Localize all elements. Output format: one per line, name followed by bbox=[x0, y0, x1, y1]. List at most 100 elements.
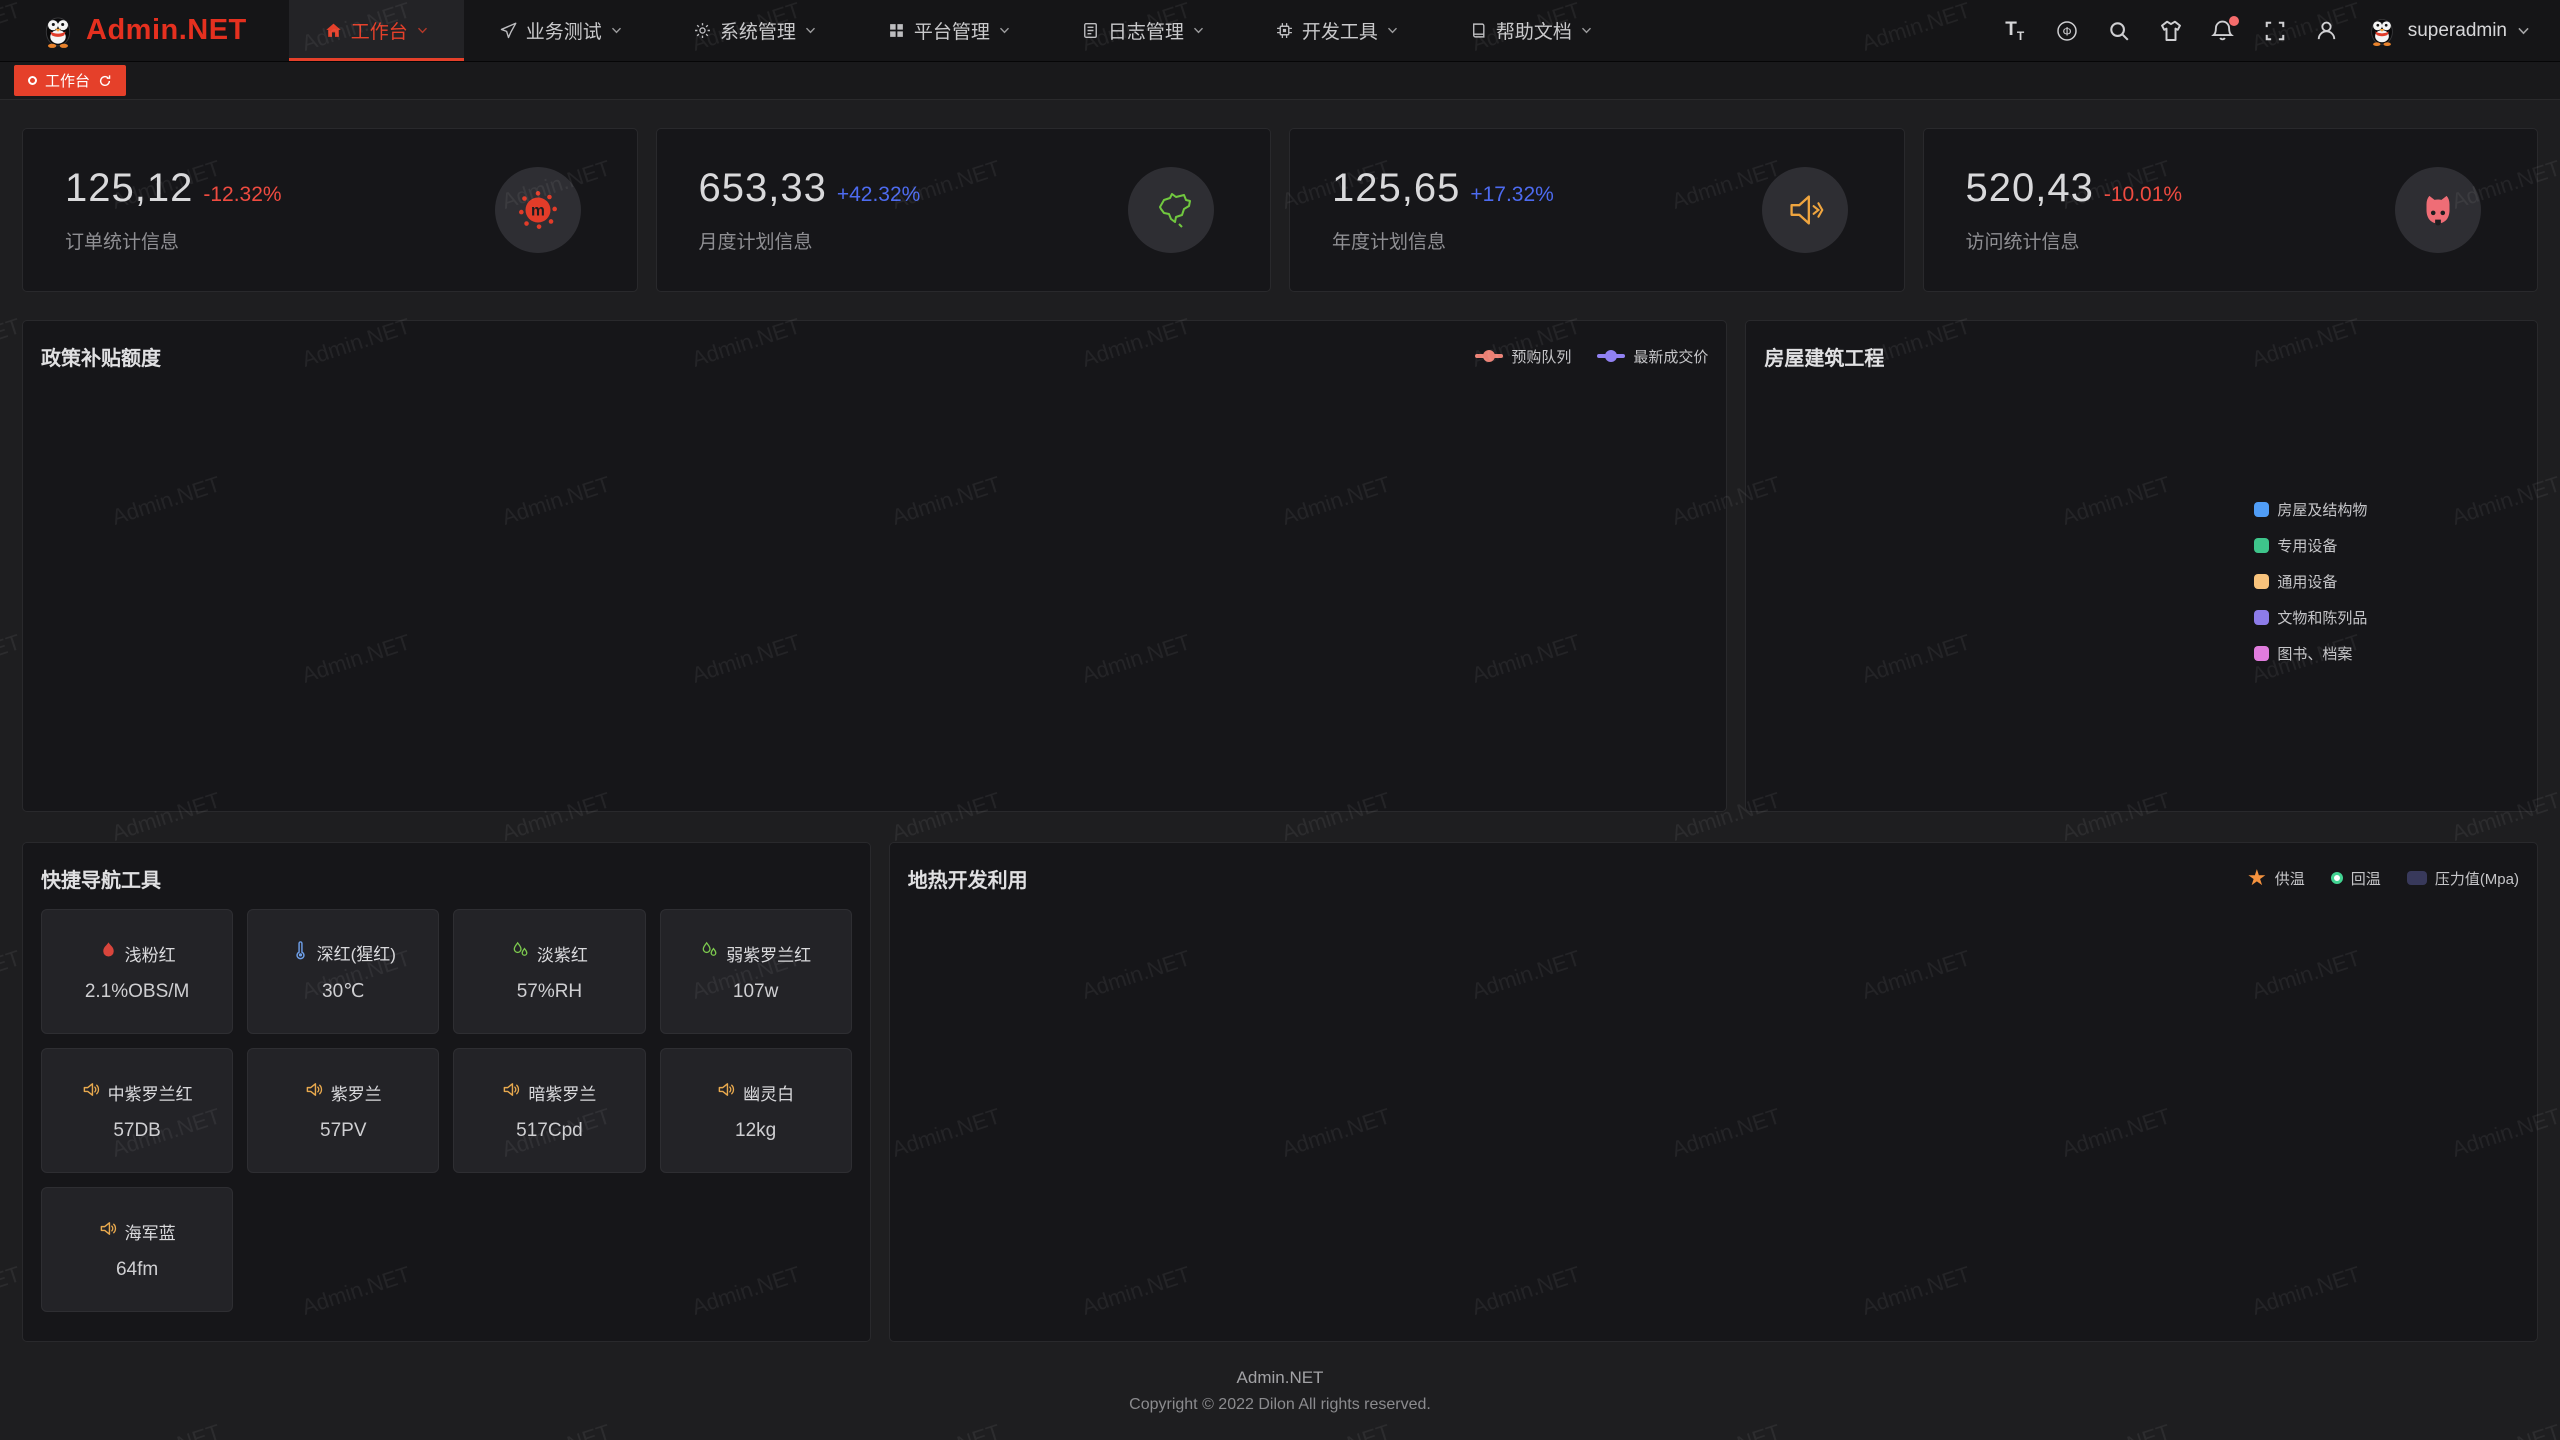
user-menu[interactable]: superadmin bbox=[2366, 15, 2530, 47]
legend-item-special-equipment[interactable]: 专用设备 bbox=[2254, 535, 2367, 556]
search-icon[interactable] bbox=[2106, 18, 2132, 44]
chevron-down-icon bbox=[999, 27, 1010, 34]
speaker-icon bbox=[99, 1219, 118, 1243]
gear-icon bbox=[694, 22, 711, 39]
logo-penguin-icon bbox=[45, 17, 71, 48]
menu-item-help-docs[interactable]: 帮助文档 bbox=[1434, 0, 1628, 61]
thermometer-icon bbox=[291, 940, 310, 965]
quick-nav-grid: 浅粉红 2.1%OBS/M 深红(猩红) 30℃ 淡紫红 57%RH 弱紫罗兰红… bbox=[41, 909, 852, 1312]
quick-nav-violet[interactable]: 紫罗兰 57PV bbox=[247, 1048, 440, 1173]
panel-title: 政策补贴额度 bbox=[41, 347, 161, 370]
speaker-icon bbox=[502, 1080, 521, 1104]
chevron-down-icon bbox=[1193, 27, 1204, 34]
language-icon[interactable]: Ф bbox=[2054, 18, 2080, 44]
legend-label: 最新成交价 bbox=[1633, 348, 1709, 366]
legend-item-return-temp[interactable]: 回温 bbox=[2330, 868, 2381, 889]
legend-item-houses[interactable]: 房屋及结构物 bbox=[2254, 499, 2367, 520]
policy-chart-legend: 预购队列 最新成交价 bbox=[1475, 346, 1708, 367]
avatar bbox=[2370, 18, 2393, 46]
legend-swatch bbox=[2254, 538, 2270, 553]
quick-nav-label: 淡紫红 bbox=[536, 945, 588, 965]
cat-icon bbox=[2395, 167, 2481, 253]
tab-label: 工作台 bbox=[45, 73, 91, 90]
quick-nav-navy-blue[interactable]: 海军蓝 64fm bbox=[41, 1187, 234, 1312]
notification-badge bbox=[2228, 15, 2239, 26]
stat-delta: -10.01% bbox=[2103, 183, 2183, 206]
legend-item-pressure[interactable]: 压力值(Mpa) bbox=[2406, 868, 2519, 889]
quick-nav-pale-violet[interactable]: 淡紫红 57%RH bbox=[453, 909, 646, 1034]
donut-legend: 房屋及结构物 专用设备 通用设备 文物和陈列品 图书、档案 bbox=[2254, 499, 2367, 664]
footer-app-name: Admin.NET bbox=[1236, 1368, 1324, 1387]
legend-item-relics[interactable]: 文物和陈列品 bbox=[2254, 607, 2367, 628]
paper-plane-icon bbox=[500, 22, 517, 39]
legend-item-presale-queue[interactable]: 预购队列 bbox=[1475, 346, 1571, 367]
home-icon bbox=[325, 22, 342, 39]
chevron-down-icon bbox=[417, 27, 428, 34]
droplets-icon bbox=[511, 941, 530, 965]
menu-item-log-admin[interactable]: 日志管理 bbox=[1046, 0, 1240, 61]
quick-nav-weak-violet-red[interactable]: 弱紫罗兰红 107w bbox=[659, 909, 852, 1034]
menu-label: 开发工具 bbox=[1301, 22, 1378, 43]
grid-icon bbox=[888, 22, 905, 39]
star-marker-icon: ★ bbox=[2247, 865, 2267, 890]
stat-card-annual-plan: 125,65 +17.32% 年度计划信息 bbox=[1289, 128, 1905, 292]
menu-label: 业务测试 bbox=[525, 22, 602, 43]
panel-title: 快捷导航工具 bbox=[41, 869, 161, 892]
china-map-icon bbox=[1128, 167, 1214, 253]
speaker-icon bbox=[717, 1080, 736, 1104]
menu-item-system-admin[interactable]: 系统管理 bbox=[658, 0, 852, 61]
menu-item-platform-admin[interactable]: 平台管理 bbox=[852, 0, 1046, 61]
fullscreen-icon[interactable] bbox=[2262, 18, 2288, 44]
theme-shirt-icon[interactable] bbox=[2158, 18, 2184, 44]
legend-item-books[interactable]: 图书、档案 bbox=[2254, 643, 2367, 664]
menu-item-workbench[interactable]: 工作台 bbox=[288, 0, 464, 61]
policy-subsidy-panel: 政策补贴额度 预购队列 最新成交价 bbox=[22, 320, 1728, 812]
stat-value: 520,43 bbox=[1965, 166, 2094, 210]
geothermal-panel: 地热开发利用 ★ 供温 回温 压力值(Mpa) bbox=[888, 842, 2538, 1342]
quick-nav-label: 浅粉红 bbox=[124, 945, 176, 965]
quick-nav-label: 幽灵白 bbox=[743, 1084, 795, 1104]
quick-nav-label: 暗紫罗兰 bbox=[528, 1084, 597, 1104]
menu-label: 工作台 bbox=[350, 22, 408, 43]
charts-row: 政策补贴额度 预购队列 最新成交价 房屋建筑工程 bbox=[22, 320, 2538, 812]
legend-item-supply-temp[interactable]: ★ 供温 bbox=[2247, 865, 2305, 890]
stat-value: 653,33 bbox=[698, 166, 827, 210]
notification-bell-icon[interactable] bbox=[2210, 15, 2239, 44]
legend-item-general-equipment[interactable]: 通用设备 bbox=[2254, 571, 2367, 592]
footer: Admin.NET Copyright © 2022 Dilon All rig… bbox=[0, 1368, 2560, 1414]
menu-label: 系统管理 bbox=[719, 22, 796, 43]
building-project-panel: 房屋建筑工程 房屋及结构物 专用设备 通用设备 文物和陈列品 图书、档案 bbox=[1745, 320, 2538, 812]
quick-nav-value: 517Cpd bbox=[516, 1119, 583, 1141]
legend-label: 预购队列 bbox=[1511, 348, 1572, 366]
quick-nav-crimson[interactable]: 深红(猩红) 30℃ bbox=[247, 909, 440, 1034]
menu-label: 日志管理 bbox=[1107, 22, 1184, 43]
quick-nav-light-pink[interactable]: 浅粉红 2.1%OBS/M bbox=[41, 909, 234, 1034]
quick-nav-medium-violet-red[interactable]: 中紫罗兰红 57DB bbox=[41, 1048, 234, 1173]
watermark-text: Admin.NET bbox=[1669, 1419, 1784, 1440]
profile-icon[interactable] bbox=[2314, 18, 2340, 44]
menu-item-business-test[interactable]: 业务测试 bbox=[464, 0, 658, 61]
watermark-text: Admin.NET bbox=[1279, 1419, 1394, 1440]
legend-label: 回温 bbox=[2350, 870, 2381, 888]
stat-label: 年度计划信息 bbox=[1332, 232, 1447, 253]
legend-swatch bbox=[2254, 502, 2270, 517]
quick-nav-value: 57DB bbox=[113, 1119, 161, 1141]
chip-icon bbox=[1276, 22, 1293, 39]
font-size-icon[interactable]: TT bbox=[2005, 18, 2025, 43]
quick-nav-dark-violet[interactable]: 暗紫罗兰 517Cpd bbox=[453, 1048, 646, 1173]
legend-label: 压力值(Mpa) bbox=[2434, 870, 2519, 888]
legend-item-latest-price[interactable]: 最新成交价 bbox=[1597, 346, 1708, 367]
logo[interactable]: Admin.NET bbox=[0, 0, 289, 61]
bottom-row: 快捷导航工具 浅粉红 2.1%OBS/M 深红(猩红) 30℃ 淡紫红 57%R… bbox=[22, 842, 2538, 1342]
quick-nav-value: 107w bbox=[732, 980, 779, 1002]
menu-item-dev-tools[interactable]: 开发工具 bbox=[1240, 0, 1434, 61]
geothermal-chart bbox=[908, 895, 2519, 1305]
quick-nav-ghost-white[interactable]: 幽灵白 12kg bbox=[659, 1048, 852, 1173]
username: superadmin bbox=[2407, 19, 2507, 41]
svg-text:m: m bbox=[531, 203, 545, 220]
refresh-icon[interactable] bbox=[98, 74, 112, 88]
stat-card-orders: 125,12 -12.32% 订单统计信息 m bbox=[22, 128, 638, 292]
panel-title: 房屋建筑工程 bbox=[1764, 347, 1885, 370]
tab-workbench[interactable]: 工作台 bbox=[14, 65, 127, 96]
quick-nav-label: 中紫罗兰红 bbox=[107, 1084, 193, 1104]
